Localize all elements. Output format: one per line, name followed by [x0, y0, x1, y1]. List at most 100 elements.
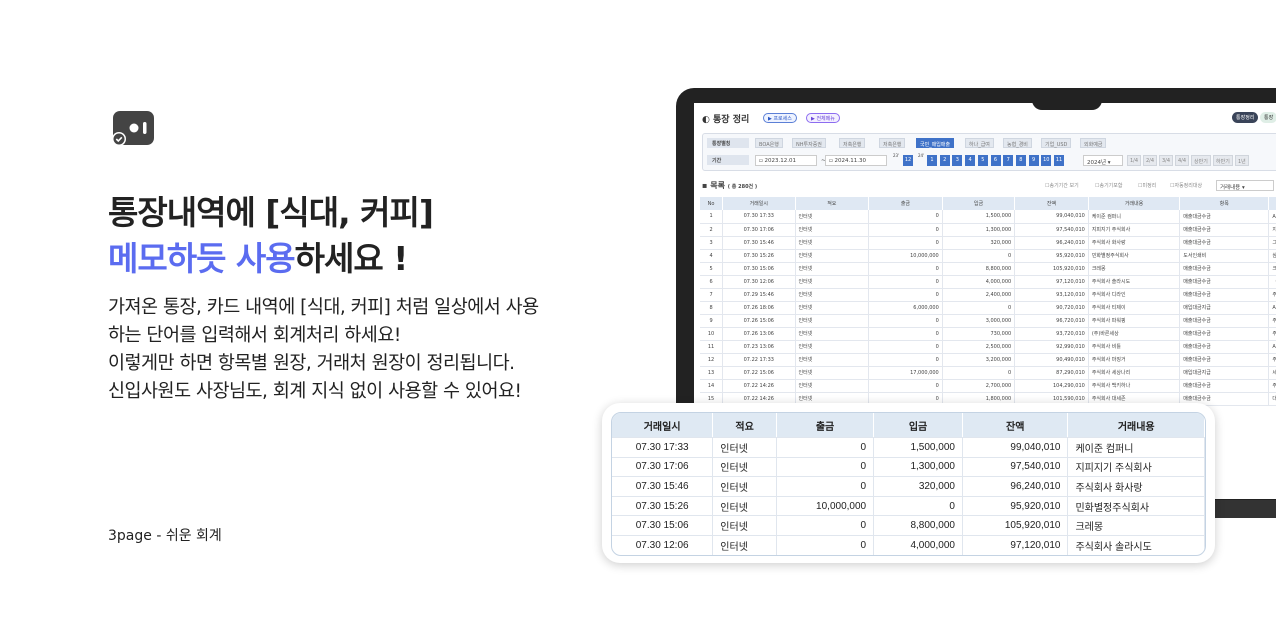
table-cell: 0	[942, 249, 1016, 263]
month-button[interactable]: 5	[977, 155, 988, 166]
period-quick-button[interactable]: 2/4	[1143, 155, 1158, 166]
month-button[interactable]: 10	[1041, 155, 1052, 166]
month-button[interactable]: 7	[1003, 155, 1014, 166]
table-row[interactable]: 12 07.22 17:33 인터넷 0 3,200,000 90,490,010 주식회사…	[700, 353, 1276, 367]
table-row[interactable]: 5 07.30 15:06 인터넷 0 8,800,000 105,920,010 크레몽 매…	[700, 262, 1276, 276]
description-line: 하는 단어를 입력해서 회계처리 하세요!	[108, 325, 401, 346]
period-quick-button[interactable]: 하반기	[1213, 155, 1233, 166]
pill-label: 전체메뉴	[816, 116, 835, 122]
account-chip[interactable]: NH투자증권	[792, 138, 826, 148]
table-cell: 3	[700, 236, 724, 250]
filter-checkbox[interactable]: ☐송기기포함	[1095, 183, 1123, 189]
period-quick-button[interactable]: 4/4	[1175, 155, 1190, 166]
table-cell: 매출대금수금	[1179, 392, 1270, 406]
account-label: 통장별칭	[707, 138, 749, 148]
table-cell: 99,040,010	[1014, 210, 1089, 224]
table-row[interactable]: 13 07.22 15:06 인터넷 17,000,000 0 87,290,010 주식회…	[700, 366, 1276, 380]
column-header: 거래일시	[722, 197, 796, 210]
table-cell: 인터넷	[795, 340, 870, 354]
table-row[interactable]: 07.30 17:33 인터넷 0 1,500,000 99,040,010 케이준 컴퍼…	[612, 437, 1205, 457]
period-quick-button[interactable]: 1/4	[1127, 155, 1142, 166]
date-from-input[interactable]: ▫ 2023.12.01	[755, 155, 817, 166]
table-cell: 6,000,000	[868, 301, 943, 315]
account-chip[interactable]: 하나_급여	[965, 138, 994, 148]
description-line: 이렇게만 하면 항목별 원장, 거래처 원장이 정리됩니다.	[108, 353, 515, 374]
table-row[interactable]: 07.30 12:06 인터넷 0 4,000,000 97,120,010 주식회사 솔…	[612, 534, 1205, 555]
month-button[interactable]: 1	[927, 155, 937, 166]
account-chip[interactable]: 외화예금	[1080, 138, 1107, 148]
table-cell: 07.22 14:26	[722, 379, 796, 393]
column-select[interactable]: 거래내용 ▾	[1216, 180, 1274, 191]
account-chip[interactable]: 국민_매입매출	[916, 138, 955, 148]
table-cell: 12	[700, 353, 724, 367]
table-row[interactable]: 07.30 17:06 인터넷 0 1,300,000 97,540,010 지피지기 주…	[612, 456, 1205, 477]
account-chip[interactable]: 저축은행	[839, 138, 866, 148]
table-cell: 99,040,010	[962, 437, 1069, 457]
month-button[interactable]: 6	[990, 155, 1001, 166]
table-row[interactable]: 14 07.22 14:26 인터넷 0 2,700,000 104,290,010 주식회…	[700, 379, 1276, 393]
process-button[interactable]: ▶ 프로세스	[763, 113, 797, 123]
table-cell: 07.23 13:06	[722, 340, 796, 354]
period-quick-button[interactable]: 1년	[1235, 155, 1249, 166]
table-row[interactable]: 9 07.26 15:06 인터넷 0 3,000,000 96,720,010 주식회사 …	[700, 314, 1276, 328]
table-cell: 13	[700, 366, 724, 380]
table-cell: 0	[868, 236, 943, 250]
table-row[interactable]: 8 07.26 18:06 인터넷 6,000,000 0 90,720,010 주식회사 …	[700, 301, 1276, 315]
table-cell: 0	[776, 515, 875, 535]
period-quick-button[interactable]: 3/4	[1159, 155, 1174, 166]
month-button[interactable]: 3	[952, 155, 963, 166]
menu-button[interactable]: ▶ 전체메뉴	[806, 113, 840, 123]
table-cell: 07.30 17:33	[722, 210, 796, 224]
account-chip[interactable]: 기업_USD	[1041, 138, 1072, 148]
table-row[interactable]: 3 07.30 15:46 인터넷 0 320,000 96,240,010 주식회사 화사…	[700, 236, 1276, 250]
table-row[interactable]: 6 07.30 12:06 인터넷 0 4,000,000 97,120,010 주식회사 …	[700, 275, 1276, 289]
period-quick-button[interactable]: 상반기	[1191, 155, 1211, 166]
wallet-check-icon	[112, 111, 154, 145]
table-cell: 매출대금수금	[1179, 353, 1270, 367]
month-button[interactable]: 4	[965, 155, 976, 166]
table-row[interactable]: 07.30 15:46 인터넷 0 320,000 96,240,010 주식회사 화사랑	[612, 476, 1205, 496]
table-cell: 주식회사 솔라시도	[1088, 275, 1181, 289]
table-row[interactable]: 15 07.22 14:26 인터넷 0 1,800,000 101,590,010 주식회…	[700, 392, 1276, 406]
filter-checkbox[interactable]: ☐송기기간 보기	[1045, 183, 1079, 189]
table-row[interactable]: 4 07.30 15:26 인터넷 10,000,000 0 95,920,010 민화별정…	[700, 249, 1276, 263]
table-cell: 대세존	[1268, 392, 1276, 406]
table-row[interactable]: 2 07.30 17:06 인터넷 0 1,300,000 97,540,010 지피지기 …	[700, 223, 1276, 237]
table-row[interactable]: 7 07.29 15:46 인터넷 0 2,400,000 93,120,010 주식회사 …	[700, 288, 1276, 302]
month-button[interactable]: 9	[1028, 155, 1039, 166]
table-cell: 매출대금수금	[1179, 236, 1270, 250]
table-cell: 93,120,010	[1014, 288, 1089, 302]
bank-button-2[interactable]: 통장	[1260, 112, 1276, 123]
table-cell: 2,400,000	[942, 288, 1016, 302]
table-row[interactable]: 1 07.30 17:33 인터넷 0 1,500,000 99,040,010 케이준 컴…	[700, 210, 1276, 224]
month-button[interactable]: 2	[939, 155, 950, 166]
date-to-input[interactable]: ▫ 2024.11.30	[825, 155, 887, 166]
account-chip[interactable]: 저축은행	[879, 138, 906, 148]
table-row[interactable]: 07.30 15:06 인터넷 0 8,800,000 105,920,010 크레몽	[612, 515, 1205, 535]
table-row[interactable]: 10 07.26 13:06 인터넷 0 730,000 93,720,010 (주)바른세…	[700, 327, 1276, 341]
table-cell: 95,920,010	[962, 495, 1069, 516]
column-header: 잔액	[1014, 197, 1089, 210]
month-button[interactable]: 8	[1015, 155, 1026, 166]
account-chip[interactable]: 농협_경비	[1003, 138, 1032, 148]
table-cell: 매입대금지급	[1179, 366, 1270, 380]
filter-checkbox[interactable]: ☐미정리	[1138, 183, 1157, 189]
table-cell: 92,990,010	[1014, 340, 1089, 354]
filter-checkbox[interactable]: ☐자동정리대상	[1170, 183, 1203, 189]
table-cell: 07.22 17:33	[722, 353, 796, 367]
month-button[interactable]: 12	[903, 155, 913, 166]
table-row[interactable]: 07.30 15:26 인터넷 10,000,000 0 95,920,010 민화별정주…	[612, 495, 1205, 516]
account-chip[interactable]: BOA은행	[755, 138, 783, 148]
year-select[interactable]: 2024년 ▾	[1083, 155, 1123, 166]
filter-checkbox-label: 자동정리대상	[1174, 183, 1203, 189]
table-cell: 케이준 컴퍼니	[1068, 437, 1205, 457]
table-cell: 8,800,000	[942, 262, 1016, 276]
month-button[interactable]: 11	[1054, 155, 1064, 166]
table-row[interactable]: 11 07.23 13:06 인터넷 0 2,500,000 92,990,010 주식회사…	[700, 340, 1276, 354]
table-cell: 지피지기 주식회사	[1068, 456, 1205, 477]
bank-organize-button[interactable]: 통장정리	[1232, 112, 1259, 123]
table-cell: (주)바른세상	[1088, 327, 1181, 341]
table-cell: 주식회사 바른세상,임과장,L대림상사	[1268, 327, 1276, 341]
table-cell: 인터넷	[713, 515, 777, 535]
table-cell: 17,000,000	[868, 366, 943, 380]
